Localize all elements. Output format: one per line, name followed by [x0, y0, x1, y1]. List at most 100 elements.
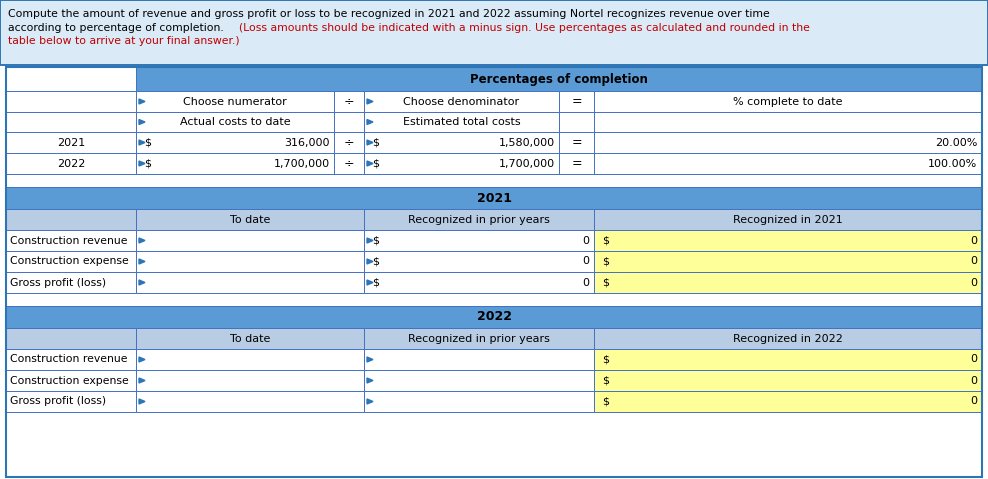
Text: Recognized in prior years: Recognized in prior years [408, 215, 550, 225]
Text: according to percentage of completion.: according to percentage of completion. [8, 23, 227, 33]
Text: Construction expense: Construction expense [10, 256, 128, 266]
Text: Construction revenue: Construction revenue [10, 354, 127, 365]
Text: $: $ [602, 354, 609, 365]
Text: 2022: 2022 [476, 310, 512, 323]
Polygon shape [139, 140, 145, 145]
Bar [0, 0, 988, 65]
Text: 0: 0 [970, 256, 977, 266]
Text: =: = [571, 95, 582, 108]
Polygon shape [367, 140, 373, 145]
Bar [6, 293, 982, 306]
Text: 0: 0 [582, 236, 589, 246]
Bar [6, 328, 136, 349]
Bar [364, 91, 559, 112]
Text: Construction expense: Construction expense [10, 376, 128, 386]
Text: 0: 0 [970, 277, 977, 287]
Text: Compute the amount of revenue and gross profit or loss to be recognized in 2021 : Compute the amount of revenue and gross … [8, 9, 770, 19]
Bar [6, 132, 136, 153]
Text: $: $ [602, 236, 609, 246]
Text: Recognized in 2022: Recognized in 2022 [733, 333, 843, 343]
Bar [594, 391, 982, 412]
Text: Estimated total costs: Estimated total costs [403, 117, 521, 127]
Bar [364, 349, 594, 370]
Bar [6, 112, 136, 132]
Text: $: $ [602, 256, 609, 266]
Bar [6, 306, 982, 328]
Polygon shape [139, 357, 145, 362]
Polygon shape [139, 119, 145, 125]
Text: =: = [571, 136, 582, 149]
Bar [6, 251, 136, 272]
Text: table below to arrive at your final answer.): table below to arrive at your final answ… [8, 36, 240, 46]
Text: $: $ [602, 277, 609, 287]
Polygon shape [367, 119, 373, 125]
Polygon shape [367, 238, 373, 243]
Polygon shape [139, 161, 145, 166]
Text: ÷: ÷ [344, 157, 355, 170]
Text: 0: 0 [970, 236, 977, 246]
Polygon shape [367, 378, 373, 383]
Text: 100.00%: 100.00% [928, 159, 977, 169]
Text: % complete to date: % complete to date [733, 96, 843, 106]
Bar [6, 187, 982, 209]
Text: 2021: 2021 [476, 192, 512, 205]
Bar [0, 0, 988, 65]
Bar [559, 112, 594, 132]
Bar [136, 272, 364, 293]
Bar [364, 391, 594, 412]
Text: Choose denominator: Choose denominator [403, 96, 520, 106]
Bar [559, 91, 594, 112]
Text: Choose numerator: Choose numerator [183, 96, 287, 106]
Text: $: $ [602, 376, 609, 386]
Text: 2021: 2021 [57, 137, 85, 148]
Bar [364, 328, 594, 349]
Polygon shape [367, 259, 373, 264]
Bar [594, 328, 982, 349]
Polygon shape [139, 378, 145, 383]
Text: $: $ [144, 159, 151, 169]
Bar [136, 230, 364, 251]
Bar [364, 112, 559, 132]
Text: $: $ [144, 137, 151, 148]
Text: 1,580,000: 1,580,000 [499, 137, 555, 148]
Polygon shape [139, 259, 145, 264]
Text: Construction revenue: Construction revenue [10, 236, 127, 246]
Bar [364, 153, 559, 174]
Bar [364, 370, 594, 391]
Bar [136, 328, 364, 349]
Text: 2022: 2022 [57, 159, 85, 169]
Bar [594, 251, 982, 272]
Bar [6, 174, 982, 187]
Bar [136, 67, 982, 91]
Bar [594, 349, 982, 370]
Polygon shape [367, 399, 373, 404]
Text: $: $ [372, 159, 379, 169]
Bar [594, 272, 982, 293]
Bar [364, 132, 559, 153]
Bar [136, 132, 334, 153]
Text: Gross profit (loss): Gross profit (loss) [10, 397, 106, 407]
Bar [6, 153, 136, 174]
Bar [594, 132, 982, 153]
Text: To date: To date [230, 333, 270, 343]
Text: Recognized in 2021: Recognized in 2021 [733, 215, 843, 225]
Bar [136, 370, 364, 391]
Bar [6, 67, 982, 477]
Text: Recognized in prior years: Recognized in prior years [408, 333, 550, 343]
Bar [594, 370, 982, 391]
Bar [6, 272, 136, 293]
Polygon shape [139, 399, 145, 404]
Polygon shape [367, 161, 373, 166]
Text: To date: To date [230, 215, 270, 225]
Text: 0: 0 [970, 376, 977, 386]
Bar [364, 230, 594, 251]
Bar [594, 230, 982, 251]
Text: 316,000: 316,000 [285, 137, 330, 148]
Bar [6, 209, 136, 230]
Bar [334, 132, 364, 153]
Bar [594, 209, 982, 230]
Text: 0: 0 [582, 277, 589, 287]
Polygon shape [367, 99, 373, 104]
Text: Actual costs to date: Actual costs to date [180, 117, 290, 127]
Text: 1,700,000: 1,700,000 [274, 159, 330, 169]
